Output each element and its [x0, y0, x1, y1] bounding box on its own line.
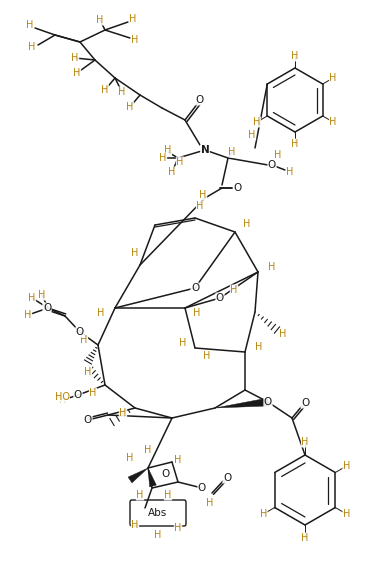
Text: H: H — [193, 308, 201, 318]
Text: H: H — [118, 87, 126, 97]
Text: O: O — [223, 473, 231, 483]
Text: H: H — [28, 42, 36, 52]
Text: H: H — [174, 523, 182, 533]
Text: H: H — [56, 393, 64, 403]
Text: O: O — [43, 303, 51, 313]
Text: O: O — [161, 469, 169, 479]
Text: H: H — [24, 310, 32, 320]
Text: H: H — [291, 139, 299, 149]
Text: H: H — [89, 388, 97, 398]
Text: H: H — [129, 14, 137, 24]
Text: O: O — [196, 95, 204, 105]
Text: H: H — [71, 53, 79, 63]
Text: H: H — [329, 73, 337, 83]
Text: H: H — [230, 285, 238, 295]
Text: H: H — [243, 219, 251, 229]
Text: HO: HO — [55, 392, 70, 402]
Text: H: H — [206, 498, 214, 508]
Text: H: H — [101, 85, 109, 95]
Text: H: H — [84, 367, 92, 377]
Text: H: H — [228, 147, 236, 157]
Polygon shape — [148, 468, 156, 487]
Text: H: H — [286, 167, 294, 177]
Text: H: H — [196, 201, 204, 211]
Text: H: H — [80, 335, 88, 345]
Text: H: H — [279, 329, 287, 339]
Polygon shape — [215, 398, 268, 408]
Text: H: H — [28, 293, 36, 303]
Text: O: O — [216, 293, 224, 303]
Text: O: O — [191, 283, 199, 293]
Text: O: O — [76, 327, 84, 337]
Text: H: H — [301, 437, 309, 447]
Text: O: O — [84, 415, 92, 425]
Text: H: H — [168, 167, 176, 177]
Text: H: H — [343, 461, 350, 471]
Text: H: H — [301, 533, 309, 543]
Text: N: N — [201, 145, 209, 155]
Text: H: H — [119, 408, 127, 418]
Text: H: H — [268, 262, 276, 272]
Text: H: H — [73, 68, 81, 78]
Text: H: H — [97, 308, 105, 318]
Text: H: H — [131, 35, 139, 45]
Text: H: H — [144, 445, 152, 455]
Text: H: H — [159, 153, 167, 163]
Text: H: H — [26, 20, 34, 30]
Text: O: O — [198, 483, 206, 493]
Text: O: O — [268, 160, 276, 170]
Text: H: H — [154, 530, 162, 540]
Text: H: H — [96, 15, 104, 25]
Text: H: H — [199, 190, 207, 200]
Text: O: O — [264, 397, 272, 407]
Text: H: H — [131, 520, 139, 530]
Text: H: H — [38, 290, 46, 300]
Text: H: H — [179, 338, 187, 348]
Text: H: H — [255, 342, 263, 352]
Text: H: H — [126, 453, 134, 463]
Text: H: H — [164, 145, 172, 155]
Text: H: H — [176, 157, 184, 167]
Text: H: H — [136, 490, 144, 500]
Text: H: H — [343, 509, 350, 519]
Text: H: H — [291, 51, 299, 61]
FancyBboxPatch shape — [130, 500, 186, 526]
Text: Abs: Abs — [148, 508, 168, 518]
Polygon shape — [128, 468, 148, 483]
Text: O: O — [74, 390, 82, 400]
Text: H: H — [203, 351, 211, 361]
Text: H: H — [253, 117, 261, 127]
Text: H: H — [164, 490, 172, 500]
Text: H: H — [59, 395, 67, 405]
Text: H: H — [248, 130, 256, 140]
Text: H: H — [126, 102, 134, 112]
Text: O: O — [301, 398, 309, 408]
Text: H: H — [131, 248, 139, 258]
Text: H: H — [174, 455, 182, 465]
Text: H: H — [274, 150, 282, 160]
Text: H: H — [329, 117, 337, 127]
Text: H: H — [260, 509, 267, 519]
Text: O: O — [234, 183, 242, 193]
